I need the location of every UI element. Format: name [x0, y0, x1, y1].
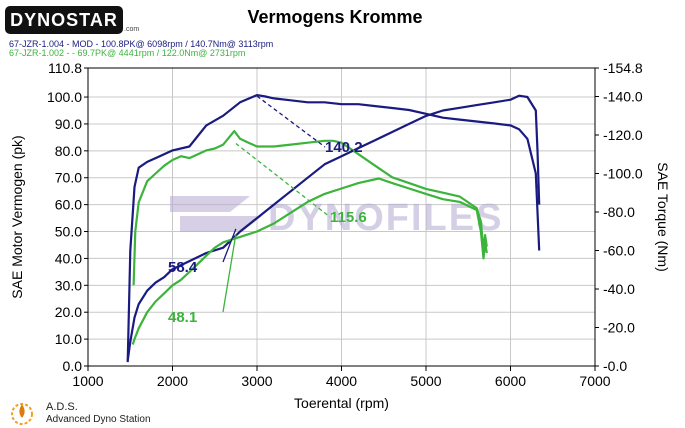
annotations: 140.2 115.6 58.4 48.1	[168, 95, 367, 326]
x-tick-label: 3000	[241, 373, 272, 389]
legend-entry-1: 67-JZR-1.004 - MOD - 100.8PK@ 6098rpm / …	[9, 39, 274, 49]
annotation-leader	[222, 234, 237, 313]
y-left-tick-label: 30.0	[55, 277, 82, 293]
y-right-tick-label: -120.0	[603, 127, 643, 143]
annotation-leader	[222, 228, 237, 263]
x-tick-label: 6000	[495, 373, 526, 389]
y-left-tick-label: 20.0	[55, 304, 82, 320]
x-axis-label: Toerental (rpm)	[294, 395, 389, 411]
annotation-label: 58.4	[168, 259, 198, 276]
series-lines	[126, 93, 541, 363]
footer-description: Advanced Dyno Station	[46, 414, 151, 425]
y-right-axis-label: SAE Torque (Nm)	[655, 162, 671, 271]
y-left-tick-label: 50.0	[55, 224, 82, 240]
chart-title: Vermogens Kromme	[247, 7, 423, 27]
y-right-tick-label: -140.0	[603, 88, 643, 104]
axes: 1000 2000 3000 4000 5000 6000 7000 0.0 10.0 20.0 3…	[9, 60, 671, 411]
dynostar-logo: DYNOSTAR	[5, 6, 123, 34]
y-left-tick-label: 60.0	[55, 197, 82, 213]
y-left-axis-label: SAE Motor Vermogen (pk)	[9, 135, 25, 298]
annotation-leader	[235, 142, 331, 218]
y-left-tick-label: 0.0	[63, 358, 83, 374]
x-tick-label: 4000	[326, 373, 357, 389]
y-right-tick-label: -40.0	[603, 281, 635, 297]
x-tick-label: 7000	[579, 373, 610, 389]
y-left-tick-label: 90.0	[55, 116, 82, 132]
logo-domain: .com	[124, 26, 140, 33]
legend-entry-2: 67-JZR-1.002 - - 69.7PK@ 4441rpm / 122.0…	[9, 48, 246, 58]
series-line-power	[126, 94, 541, 361]
footer-name: A.D.S.	[46, 401, 78, 413]
x-tick-label: 2000	[157, 373, 188, 389]
y-left-tick-label: 40.0	[55, 250, 82, 266]
annotation-label: 48.1	[168, 309, 197, 326]
y-left-tick-label: 80.0	[55, 143, 82, 159]
y-left-tick-label: 100.0	[47, 89, 82, 105]
annotation-label: 115.6	[330, 209, 367, 226]
watermark-icon	[170, 196, 262, 232]
series-line-torque	[132, 130, 488, 286]
series-line-torque	[126, 93, 541, 363]
annotation-label: 140.2	[325, 139, 363, 156]
x-tick-label: 1000	[72, 373, 103, 389]
y-right-tick-label: -20.0	[603, 319, 635, 335]
y-right-tick-label: -100.0	[603, 165, 643, 181]
y-right-tick-label: -80.0	[603, 204, 635, 220]
y-right-tick-label: -0.0	[603, 358, 627, 374]
ads-flame-icon	[11, 403, 33, 425]
y-left-tick-label: 70.0	[55, 170, 82, 186]
y-left-tick-label: 110.8	[48, 60, 82, 76]
y-right-tick-label: -154.8	[603, 60, 643, 76]
y-right-tick-label: -60.0	[603, 242, 635, 258]
series-line-power	[131, 177, 488, 345]
annotation-leader	[256, 95, 326, 148]
x-tick-label: 5000	[410, 373, 441, 389]
y-left-tick-label: 10.0	[55, 331, 82, 347]
